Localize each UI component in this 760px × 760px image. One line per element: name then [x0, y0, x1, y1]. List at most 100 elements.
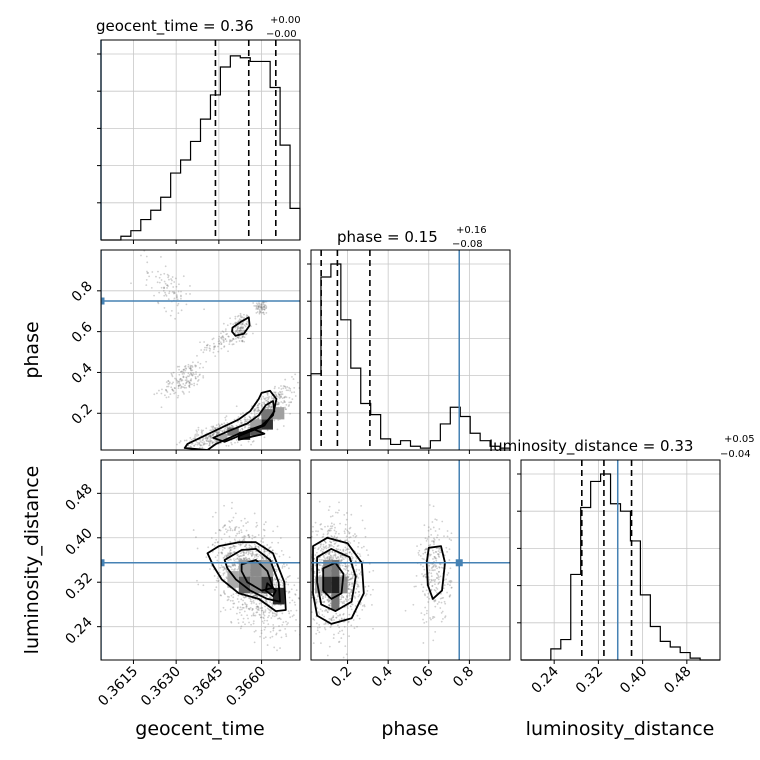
- scatter-phase-vs-luminosity-distance-point: [341, 556, 344, 559]
- scatter-phase-vs-luminosity-distance-point: [353, 595, 356, 598]
- scatter-phase-vs-luminosity-distance-point: [330, 624, 333, 627]
- scatter-phase-vs-luminosity-distance-point: [415, 574, 418, 577]
- scatter-geocent-time-vs-phase-point: [260, 305, 263, 308]
- scatter-geocent-time-vs-phase-point: [217, 338, 220, 340]
- scatter-geocent-time-vs-luminosity-distance-point: [272, 626, 275, 629]
- scatter-geocent-time-vs-phase-point: [180, 290, 182, 293]
- scatter-phase-vs-luminosity-distance-point: [428, 544, 430, 547]
- scatter-geocent-time-vs-luminosity-distance-point: [285, 620, 287, 623]
- scatter-geocent-time-vs-luminosity-distance-point: [244, 603, 247, 606]
- scatter-phase-vs-luminosity-distance-point: [300, 568, 302, 570]
- scatter-phase-vs-luminosity-distance-point: [348, 536, 351, 539]
- scatter-phase-vs-luminosity-distance-point: [305, 560, 307, 562]
- scatter-geocent-time-vs-luminosity-distance-point: [281, 612, 284, 615]
- scatter-geocent-time-vs-luminosity-distance-point: [252, 612, 255, 615]
- scatter-phase-vs-luminosity-distance-point: [335, 557, 338, 560]
- scatter-phase-vs-luminosity-distance-point: [364, 594, 367, 597]
- scatter-phase-vs-luminosity-distance-point: [325, 608, 327, 611]
- scatter-geocent-time-vs-phase-point: [176, 304, 179, 307]
- scatter-geocent-time-vs-luminosity-distance-point: [256, 595, 259, 598]
- scatter-phase-vs-luminosity-distance-point: [361, 609, 364, 611]
- scatter-geocent-time-vs-phase-point: [184, 379, 187, 382]
- scatter-geocent-time-vs-phase-point: [266, 392, 269, 395]
- scatter-phase-vs-luminosity-distance-point: [355, 573, 358, 576]
- scatter-geocent-time-vs-luminosity-distance-point: [271, 611, 274, 614]
- scatter-phase-vs-luminosity-distance-point: [346, 548, 349, 550]
- scatter-geocent-time-vs-luminosity-distance-point: [248, 557, 251, 560]
- scatter-geocent-time-vs-phase-point: [145, 284, 148, 287]
- scatter-geocent-time-vs-phase-point: [167, 380, 170, 383]
- scatter-geocent-time-vs-phase-point: [257, 305, 260, 308]
- scatter-phase-vs-luminosity-distance-point: [332, 545, 335, 548]
- scatter-geocent-time-vs-phase-point: [180, 387, 182, 389]
- scatter-geocent-time-vs-luminosity-distance-point: [262, 622, 265, 625]
- scatter-geocent-time-vs-luminosity-distance-point: [245, 552, 247, 555]
- scatter-geocent-time-vs-luminosity-distance-point: [242, 621, 245, 624]
- scatter-geocent-time-vs-phase-point: [177, 384, 180, 387]
- scatter-geocent-time-vs-phase-point: [253, 305, 256, 307]
- scatter-geocent-time-vs-luminosity-distance-point: [221, 552, 223, 555]
- scatter-phase-vs-luminosity-distance-point: [341, 559, 343, 561]
- scatter-geocent-time-vs-luminosity-distance-point: [287, 610, 290, 613]
- scatter-phase-vs-luminosity-distance-point: [438, 538, 441, 541]
- scatter-geocent-time-vs-phase-point: [184, 384, 186, 387]
- scatter-geocent-time-vs-luminosity-distance-point: [227, 565, 230, 568]
- scatter-geocent-time-vs-luminosity-distance-point: [217, 580, 220, 583]
- scatter-phase-vs-luminosity-distance-point: [434, 600, 437, 602]
- scatter-geocent-time-vs-phase-point: [177, 394, 180, 397]
- scatter-phase-vs-luminosity-distance-point: [323, 601, 326, 604]
- scatter-geocent-time-vs-phase-point: [241, 326, 243, 329]
- scatter-phase-vs-luminosity-distance-panel: [300, 460, 510, 664]
- scatter-geocent-time-vs-phase-point: [266, 396, 269, 399]
- scatter-geocent-time-vs-phase-point: [239, 337, 242, 340]
- scatter-geocent-time-vs-phase-point: [166, 391, 169, 393]
- scatter-geocent-time-vs-phase-point: [208, 442, 211, 445]
- scatter-phase-vs-luminosity-distance-point: [329, 626, 332, 628]
- scatter-geocent-time-vs-luminosity-distance-point: [233, 538, 236, 541]
- scatter-geocent-time-vs-phase-point: [237, 336, 240, 339]
- scatter-phase-vs-luminosity-distance-point: [329, 594, 332, 597]
- scatter-phase-vs-luminosity-distance-point: [355, 535, 358, 537]
- scatter-geocent-time-vs-phase-point: [180, 451, 182, 453]
- scatter-geocent-time-vs-phase-point: [200, 349, 203, 351]
- scatter-geocent-time-vs-phase-point: [220, 347, 223, 350]
- scatter-geocent-time-vs-luminosity-distance-point: [255, 611, 258, 614]
- scatter-geocent-time-vs-phase-point: [177, 385, 180, 388]
- scatter-geocent-time-vs-phase-density-cell: [227, 427, 239, 436]
- scatter-geocent-time-vs-luminosity-distance-point: [229, 549, 232, 552]
- scatter-phase-vs-luminosity-distance-point: [340, 574, 342, 577]
- scatter-geocent-time-vs-phase-point: [260, 303, 263, 305]
- scatter-geocent-time-vs-phase-point: [186, 375, 189, 378]
- scatter-phase-vs-luminosity-distance-point: [330, 619, 333, 622]
- scatter-phase-vs-luminosity-distance-point: [353, 540, 356, 542]
- scatter-geocent-time-vs-phase-point: [140, 254, 142, 257]
- scatter-phase-vs-luminosity-distance-point: [328, 551, 331, 554]
- scatter-geocent-time-vs-phase-point: [257, 404, 259, 407]
- scatter-geocent-time-vs-phase-point: [214, 427, 217, 430]
- ytick-label-luminosity-distance: 0.32: [62, 570, 95, 603]
- scatter-phase-vs-luminosity-distance-point: [336, 556, 339, 559]
- scatter-phase-vs-luminosity-distance-point: [354, 596, 357, 599]
- scatter-geocent-time-vs-phase-point: [242, 326, 245, 329]
- scatter-geocent-time-vs-phase-point: [166, 273, 169, 276]
- scatter-geocent-time-vs-phase-point: [197, 428, 200, 431]
- scatter-geocent-time-vs-luminosity-distance-point: [252, 553, 255, 556]
- scatter-phase-vs-luminosity-distance-point: [437, 571, 440, 573]
- scatter-geocent-time-vs-phase-point: [170, 386, 173, 389]
- scatter-geocent-time-vs-phase-point: [250, 412, 253, 415]
- scatter-phase-vs-luminosity-distance-point: [335, 616, 338, 619]
- title-geocent-time-sub: −0.00: [266, 29, 297, 40]
- scatter-geocent-time-vs-luminosity-distance-point: [271, 615, 274, 617]
- scatter-geocent-time-vs-luminosity-distance-point: [234, 529, 236, 532]
- scatter-geocent-time-vs-luminosity-distance-point: [257, 606, 260, 609]
- scatter-phase-vs-luminosity-distance-point: [342, 612, 345, 615]
- scatter-geocent-time-vs-luminosity-distance-point: [231, 568, 233, 571]
- scatter-geocent-time-vs-phase-point: [167, 383, 170, 385]
- scatter-geocent-time-vs-phase-point: [213, 345, 215, 348]
- scatter-geocent-time-vs-luminosity-distance-point: [234, 527, 237, 530]
- scatter-geocent-time-vs-luminosity-distance-point: [262, 594, 265, 597]
- scatter-phase-vs-luminosity-distance-point: [438, 548, 441, 550]
- scatter-geocent-time-vs-phase-point: [175, 294, 178, 297]
- scatter-phase-vs-luminosity-distance-point: [323, 615, 326, 618]
- scatter-geocent-time-vs-phase-point: [258, 410, 261, 412]
